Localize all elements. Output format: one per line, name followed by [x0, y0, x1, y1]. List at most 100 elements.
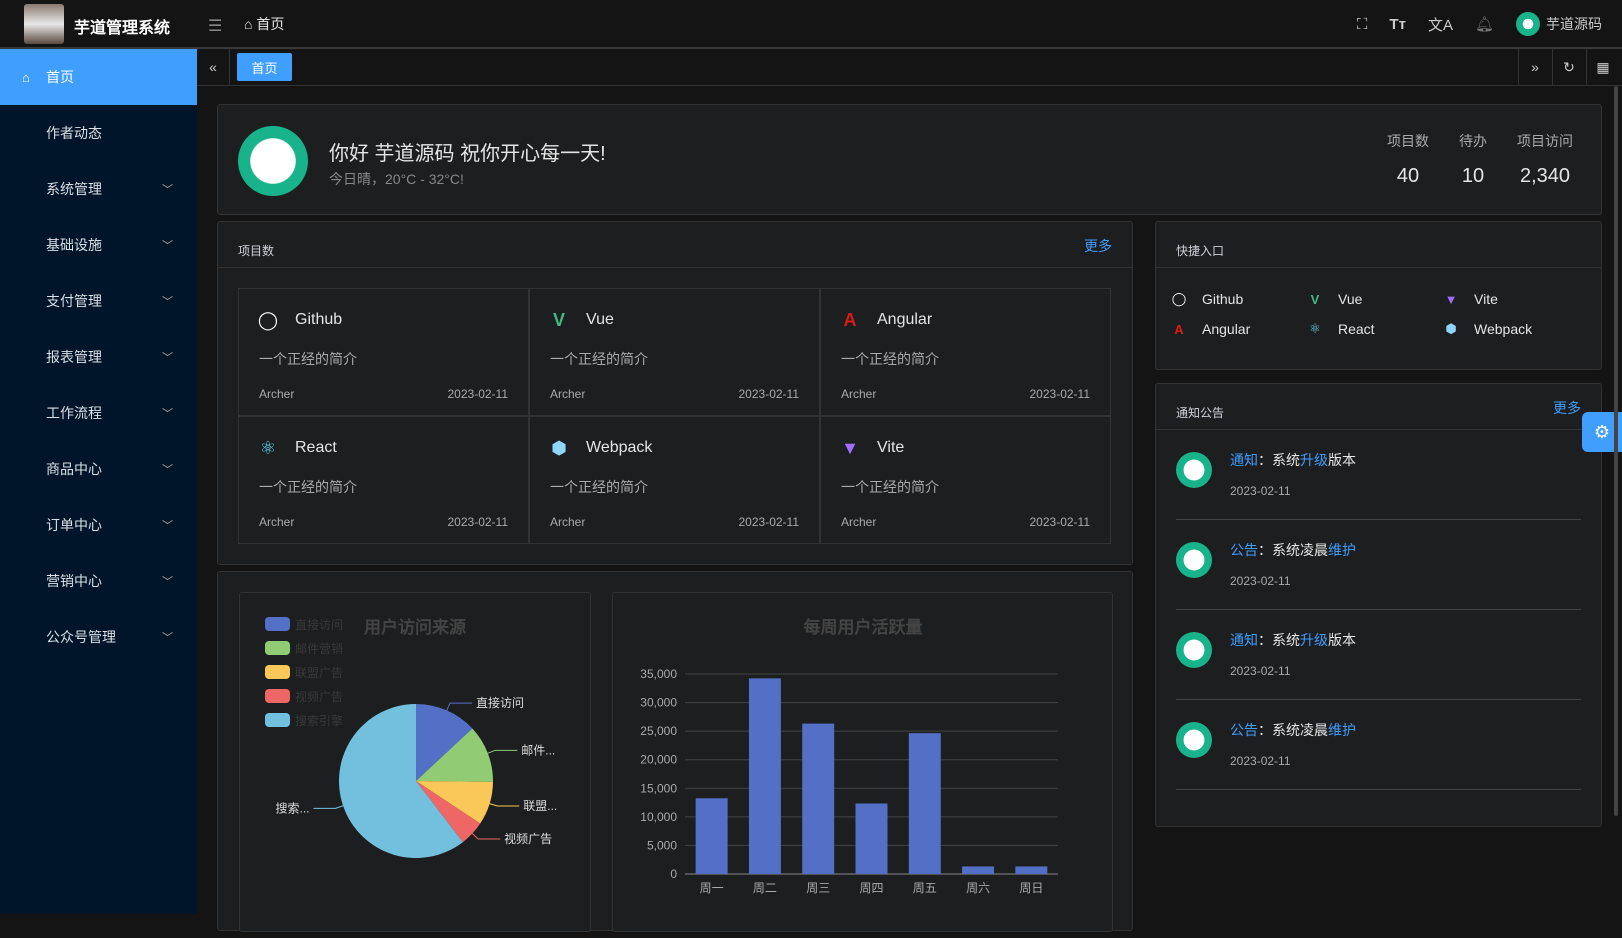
user-avatar — [238, 126, 308, 196]
pie-slice — [416, 704, 473, 781]
user-menu[interactable]: 芋道源码 — [1516, 12, 1602, 36]
projects-more-link[interactable]: 更多 — [1084, 238, 1112, 254]
sidebar-item-9[interactable]: 营销中心 ﹀ — [0, 553, 197, 609]
pie-label-line — [446, 702, 472, 711]
legend-swatch — [265, 689, 290, 703]
notice-item[interactable]: 公告：系统凌晨维护 2023-02-11 — [1176, 520, 1581, 610]
shortcut-item[interactable]: ⬢ Webpack — [1442, 320, 1578, 338]
y-tick-label: 20,000 — [640, 753, 677, 767]
sidebar-item-label: 支付管理 — [46, 293, 102, 309]
pie-slice — [416, 781, 481, 843]
sidebar-item-label: 基础设施 — [46, 237, 102, 253]
project-card[interactable]: V Vue 一个正经的简介 Archer 2023-02-11 — [529, 288, 820, 416]
shortcut-item[interactable]: ◯ Github — [1171, 291, 1244, 307]
sidebar-item-6[interactable]: 工作流程 ﹀ — [0, 385, 197, 441]
tab-home[interactable]: 首页 — [237, 53, 292, 81]
bar — [1015, 866, 1048, 874]
project-card[interactable]: ▼ Vite 一个正经的简介 Archer 2023-02-11 — [820, 416, 1111, 544]
fullscreen-icon[interactable]: ⛶ — [1356, 15, 1368, 33]
sidebar-item-label: 商品中心 — [46, 461, 102, 477]
x-tick-label: 周四 — [859, 881, 883, 895]
sidebar-item-label: 报表管理 — [46, 349, 102, 365]
notice-item[interactable]: 通知：系统升级版本 2023-02-11 — [1176, 430, 1581, 520]
shortcut-item[interactable]: A Angular — [1170, 320, 1306, 338]
bar-chart: 每周用户活跃量 0 5,000 10,000 15,000 20,000 25,000 30,… — [640, 617, 1058, 895]
angular-icon: A — [1174, 321, 1184, 337]
shortcut-item[interactable]: V Vue — [1306, 290, 1442, 308]
scrollbar[interactable] — [1614, 86, 1618, 816]
sidebar-item-label: 作者动态 — [46, 125, 102, 141]
y-tick-label: 15,000 — [640, 781, 677, 795]
avatar — [1516, 12, 1540, 36]
github-icon: ◯ — [1171, 291, 1187, 306]
x-tick-label: 周六 — [966, 881, 990, 895]
scroll-left-icon[interactable]: « — [197, 49, 230, 85]
menu-toggle-icon[interactable]: ☰ — [208, 18, 223, 35]
chevron-down-icon: ﹀ — [162, 520, 173, 532]
scroll-right-icon[interactable]: » — [1518, 49, 1551, 85]
legend-label: 直接访问 — [295, 617, 343, 632]
weather: 今日晴，20°C - 32°C! — [329, 171, 464, 187]
charts-card: 用户访问来源 直接访问 邮件营销 联盟广告 视频广告 搜索引擎 直接访问 邮件... 联盟...… — [217, 571, 1133, 932]
vite-icon: ▼ — [841, 437, 859, 458]
translate-icon[interactable]: 文A — [1427, 16, 1453, 34]
font-size-icon[interactable]: Tт — [1389, 15, 1406, 33]
chevron-down-icon: ﹀ — [162, 408, 173, 420]
legend-swatch — [265, 713, 290, 727]
breadcrumb[interactable]: ⌂ 首页 — [244, 16, 285, 32]
sidebar-item-8[interactable]: 订单中心 ﹀ — [0, 497, 197, 553]
grid-menu-icon[interactable]: ▦ — [1586, 49, 1619, 85]
chevron-down-icon: ﹀ — [162, 632, 173, 644]
y-tick-label: 10,000 — [640, 810, 677, 824]
sidebar-item-1[interactable]: 作者动态 — [0, 105, 197, 161]
bell-icon[interactable]: 🔔︎ — [1474, 16, 1494, 33]
sidebar-item-4[interactable]: 支付管理 ﹀ — [0, 273, 197, 329]
react-icon: ⚛ — [1309, 321, 1321, 336]
legend-label: 搜索引擎 — [295, 713, 343, 728]
projects-title: 项目数 — [238, 244, 275, 258]
stat-item: 待办 10 — [1459, 133, 1487, 187]
project-card[interactable]: A Angular 一个正经的简介 Archer 2023-02-11 — [820, 288, 1111, 416]
y-tick-label: 0 — [670, 867, 677, 881]
bar — [748, 678, 781, 874]
sidebar-item-7[interactable]: 商品中心 ﹀ — [0, 441, 197, 497]
x-tick-label: 周一 — [700, 881, 724, 895]
bar — [962, 866, 995, 874]
project-card[interactable]: ⚛ React 一个正经的简介 Archer 2023-02-11 — [238, 416, 529, 544]
chevron-down-icon: ﹀ — [162, 576, 173, 588]
project-card[interactable]: ◯ Github 一个正经的简介 Archer 2023-02-11 — [238, 288, 529, 416]
home-icon: ⌂ — [22, 69, 30, 85]
pie-label-line — [487, 749, 518, 754]
pie-slice-label: 搜索... — [275, 800, 309, 815]
chevron-down-icon: ﹀ — [162, 184, 173, 196]
sidebar-item-10[interactable]: 公众号管理 ﹀ — [0, 609, 197, 665]
sidebar-item-3[interactable]: 基础设施 ﹀ — [0, 217, 197, 273]
github-icon: ◯ — [257, 309, 279, 330]
x-tick-label: 周五 — [913, 881, 937, 895]
project-card[interactable]: ⬢ Webpack 一个正经的简介 Archer 2023-02-11 — [529, 416, 820, 544]
pie-label-line — [489, 803, 520, 807]
legend-swatch — [265, 641, 290, 655]
pie-slice — [416, 728, 493, 782]
sidebar-item-0[interactable]: ⌂ 首页 — [0, 49, 197, 105]
avatar — [1176, 542, 1212, 578]
notice-item[interactable]: 通知：系统升级版本 2023-02-11 — [1176, 610, 1581, 700]
shortcut-item[interactable]: ⚛ React — [1306, 320, 1442, 338]
x-tick-label: 周二 — [753, 881, 777, 895]
sidebar-item-2[interactable]: 系统管理 ﹀ — [0, 161, 197, 217]
sidebar-item-label: 公众号管理 — [46, 629, 116, 645]
sidebar-item-5[interactable]: 报表管理 ﹀ — [0, 329, 197, 385]
app-title: 芋道管理系统 — [74, 20, 171, 37]
bar — [855, 803, 888, 874]
notices-more-link[interactable]: 更多 — [1553, 400, 1581, 416]
shortcut-item[interactable]: ▼ Vite — [1442, 290, 1578, 308]
pie-slice — [416, 781, 493, 824]
pie-slice-label: 直接访问 — [476, 695, 524, 710]
avatar — [1176, 452, 1212, 488]
y-tick-label: 25,000 — [640, 724, 677, 738]
legend-swatch — [265, 665, 290, 679]
notice-item[interactable]: 公告：系统凌晨维护 2023-02-11 — [1176, 700, 1581, 790]
refresh-icon[interactable]: ↻ — [1552, 49, 1585, 85]
chevron-down-icon: ﹀ — [162, 240, 173, 252]
notices-title: 通知公告 — [1176, 406, 1225, 420]
